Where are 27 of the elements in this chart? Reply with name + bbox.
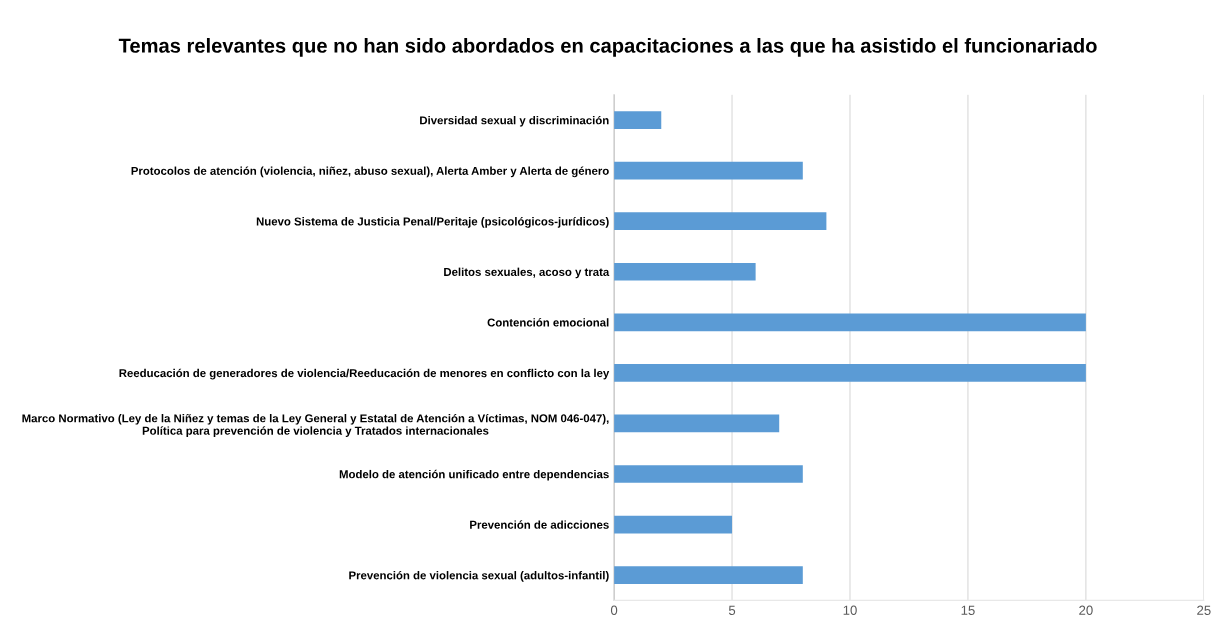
y-tick-label: Diversidad sexual y discriminación <box>420 115 609 127</box>
bar <box>614 111 662 129</box>
bar <box>614 212 827 231</box>
y-tick-label: Modelo de atención unificado entre dependencias <box>339 469 609 481</box>
y-tick-label: Contención emocional <box>487 318 609 327</box>
y-tick-label: Prevención de adicciones <box>470 520 609 529</box>
x-tick-label: 0 <box>610 605 618 615</box>
x-tick-label: 15 <box>961 605 975 615</box>
bar <box>614 515 733 534</box>
bar <box>614 465 803 483</box>
bar <box>614 161 803 180</box>
y-tick-label: Prevención de violencia sexual (adultos-infantil) <box>349 570 609 582</box>
y-tick-label: Delitos sexuales, acoso y trata <box>444 267 610 279</box>
chart-title: Temas relevantes que no han sido abordados en capacitaciones a las que ha asistido el funcionariado <box>118 38 1097 57</box>
bar <box>614 566 803 584</box>
bar <box>614 313 1086 332</box>
bar <box>614 262 756 281</box>
x-tick-label: 5 <box>728 605 736 615</box>
y-tick-label: Marco Normativo (Ley de la Niñez y temas de la Ley General y Estatal de Atención a Víctimas, NOM 046-047), Política para prevención de violencia y Tratados internacionales <box>22 413 609 438</box>
y-tick-label: Protocolos de atención (violencia, niñez, abuso sexual), Alerta Amber y Alerta de género <box>131 166 609 178</box>
x-tick-label: 25 <box>1197 605 1211 615</box>
bar <box>614 364 1086 382</box>
x-tick-label: 20 <box>1079 605 1093 615</box>
x-tick-label: 10 <box>843 605 857 615</box>
bar <box>614 414 780 433</box>
y-tick-label: Nuevo Sistema de Justicia Penal/Peritaje (psicológicos-jurídicos) <box>256 217 609 228</box>
y-tick-label: Reeducación de generadores de violencia/Reeducación de menores en conflicto con la ley <box>119 368 610 380</box>
